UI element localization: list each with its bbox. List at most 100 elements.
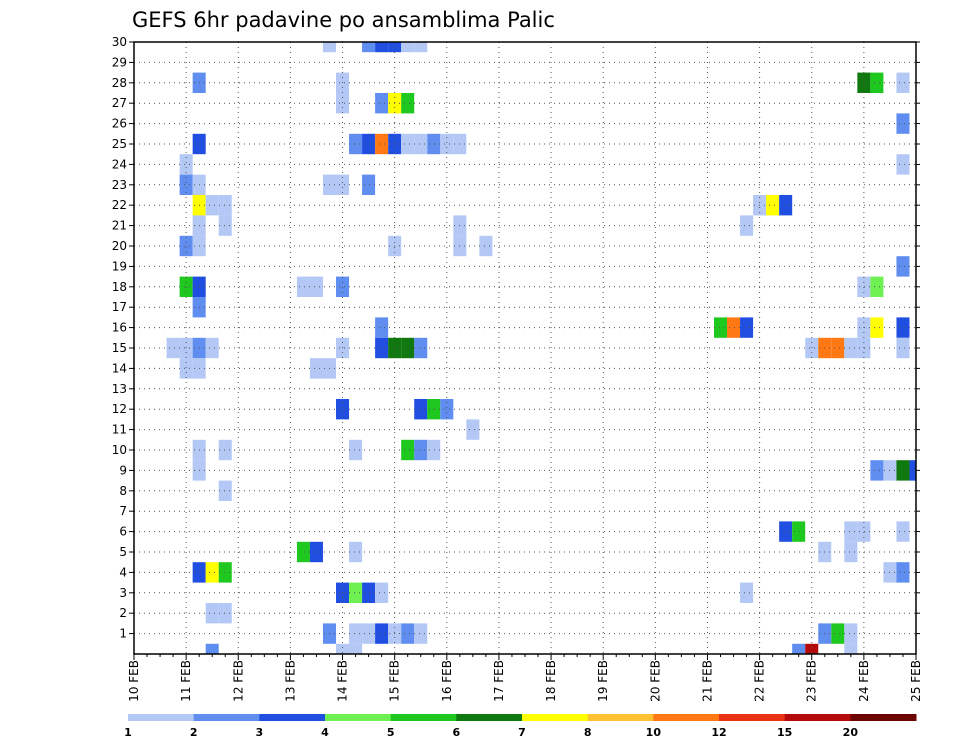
x-tick-label: 25 FEB bbox=[909, 660, 923, 702]
colorbar-label: 2 bbox=[190, 726, 198, 739]
data-cell bbox=[896, 113, 910, 134]
colorbar-label: 20 bbox=[843, 726, 859, 739]
y-tick-label: 19 bbox=[112, 259, 127, 273]
colorbar-label: 5 bbox=[387, 726, 395, 739]
y-tick-label: 6 bbox=[119, 525, 127, 539]
data-cell bbox=[779, 195, 793, 216]
y-tick-label: 17 bbox=[112, 300, 127, 314]
y-tick-label: 20 bbox=[112, 239, 127, 253]
data-cell bbox=[362, 174, 376, 195]
data-cell bbox=[362, 42, 376, 53]
data-cell bbox=[414, 439, 428, 461]
y-tick-label: 16 bbox=[112, 321, 127, 335]
y-tick-label: 30 bbox=[112, 35, 127, 49]
y-tick-label: 27 bbox=[112, 96, 127, 110]
colorbar-swatch bbox=[653, 714, 720, 721]
colorbar-swatch bbox=[784, 714, 851, 721]
data-cell bbox=[896, 562, 910, 583]
data-cell bbox=[792, 521, 806, 542]
data-cell bbox=[401, 439, 415, 461]
data-cell bbox=[362, 623, 376, 644]
data-cell bbox=[349, 541, 363, 563]
data-cell bbox=[218, 480, 232, 501]
grid-layer bbox=[133, 41, 917, 654]
colorbar-label: 4 bbox=[321, 726, 329, 739]
data-cell bbox=[179, 276, 193, 297]
colorbar-label: 15 bbox=[777, 726, 792, 739]
y-tick-label: 9 bbox=[119, 463, 127, 477]
y-tick-label: 7 bbox=[119, 504, 127, 518]
data-cell bbox=[179, 235, 193, 257]
data-cell bbox=[896, 154, 910, 175]
y-tick-label: 3 bbox=[119, 586, 127, 600]
colorbar-swatch bbox=[719, 714, 786, 721]
x-tick-label: 21 FEB bbox=[700, 660, 714, 702]
data-cell bbox=[870, 72, 884, 93]
data-cell bbox=[857, 521, 871, 542]
data-cell bbox=[857, 276, 871, 297]
data-cell bbox=[218, 603, 232, 624]
data-cell bbox=[466, 419, 480, 440]
y-tick-label: 18 bbox=[112, 280, 127, 294]
data-cell bbox=[349, 623, 363, 644]
data-cell bbox=[218, 215, 232, 236]
colorbar-label: 3 bbox=[256, 726, 264, 739]
data-cell bbox=[401, 623, 415, 644]
colorbar-swatch bbox=[193, 714, 260, 721]
colorbar-label: 1 bbox=[124, 726, 132, 739]
data-cell bbox=[336, 93, 350, 114]
x-tick-label: 16 FEB bbox=[440, 660, 454, 702]
x-tick-label: 19 FEB bbox=[596, 660, 610, 702]
colorbar-swatch bbox=[259, 714, 326, 721]
data-cell bbox=[375, 42, 389, 53]
y-tick-label: 12 bbox=[112, 402, 127, 416]
data-cell bbox=[218, 439, 232, 461]
data-cell bbox=[375, 317, 389, 338]
y-tick-label: 24 bbox=[112, 157, 127, 171]
colorbar-label: 7 bbox=[518, 726, 526, 739]
data-cell bbox=[844, 337, 858, 359]
data-cell bbox=[205, 337, 219, 359]
y-tick-label: 10 bbox=[112, 443, 127, 457]
x-tick-label: 22 FEB bbox=[753, 660, 767, 702]
data-cell bbox=[414, 133, 428, 155]
data-cell bbox=[179, 358, 193, 379]
x-tick-label: 14 FEB bbox=[336, 660, 350, 702]
y-tick-label: 21 bbox=[112, 219, 127, 233]
x-tick-label: 12 FEB bbox=[231, 660, 245, 702]
data-cell bbox=[831, 623, 845, 644]
colorbar-label: 10 bbox=[646, 726, 662, 739]
data-cell bbox=[375, 133, 389, 155]
data-cell bbox=[401, 42, 415, 53]
data-cell bbox=[909, 460, 916, 481]
data-cell bbox=[218, 195, 232, 216]
data-cell bbox=[309, 276, 323, 297]
y-tick-label: 22 bbox=[112, 198, 127, 212]
data-cell bbox=[349, 643, 363, 654]
data-cell bbox=[375, 337, 389, 359]
x-tick-label: 10 FEB bbox=[127, 660, 141, 702]
x-tick-label: 11 FEB bbox=[179, 660, 193, 702]
data-cell bbox=[896, 521, 910, 542]
y-tick-label: 23 bbox=[112, 178, 127, 192]
y-tick-label: 29 bbox=[112, 55, 127, 69]
data-cell bbox=[479, 235, 493, 257]
data-cell bbox=[414, 337, 428, 359]
y-tick-label: 13 bbox=[112, 382, 127, 396]
data-cell bbox=[336, 643, 350, 654]
chart-title: GEFS 6hr padavine po ansamblima Palic bbox=[132, 8, 555, 32]
data-cell bbox=[844, 643, 858, 654]
colorbar-label: 8 bbox=[584, 726, 592, 739]
data-cell bbox=[166, 337, 180, 359]
data-cell bbox=[179, 154, 193, 175]
y-tick-label: 14 bbox=[112, 361, 127, 375]
data-cell bbox=[779, 521, 793, 542]
colorbar-swatch bbox=[456, 714, 523, 721]
data-cell bbox=[805, 643, 819, 654]
colorbar-swatch bbox=[128, 714, 195, 721]
y-tick-label: 5 bbox=[119, 545, 127, 559]
colorbar-swatch bbox=[325, 714, 392, 721]
data-cell bbox=[713, 317, 728, 338]
data-cell bbox=[218, 562, 232, 583]
data-cell bbox=[375, 93, 389, 114]
